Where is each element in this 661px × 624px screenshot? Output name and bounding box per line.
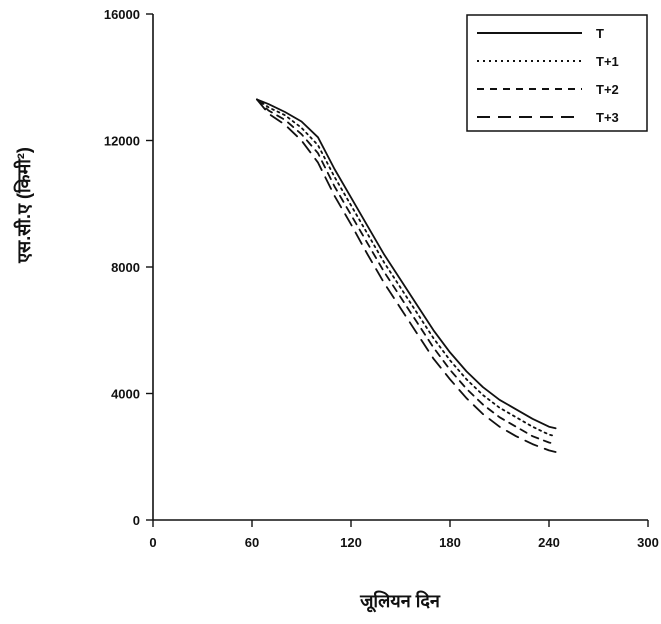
- y-ticks: 0 4000 8000 12000 16000: [104, 7, 153, 528]
- series-lines: [255, 98, 557, 453]
- x-tick-label: 300: [637, 535, 659, 550]
- series-line-1: [255, 98, 557, 438]
- legend-label-3: T+3: [596, 110, 619, 125]
- x-tick-label: 60: [245, 535, 259, 550]
- y-tick-label: 12000: [104, 134, 140, 149]
- x-tick-label: 0: [149, 535, 156, 550]
- x-tick-label: 180: [439, 535, 461, 550]
- x-axis-title: जूलियन दिन: [359, 590, 441, 613]
- x-tick-label: 240: [538, 535, 560, 550]
- series-line-0: [255, 98, 557, 430]
- y-axis-title: एस.सी.ए (किमी²): [13, 147, 34, 264]
- series-line-3: [255, 98, 557, 453]
- x-ticks: 0 60 120 180 240 300: [149, 520, 659, 550]
- legend-label-1: T+1: [596, 54, 619, 69]
- legend-box: [466, 14, 648, 132]
- y-tick-label: 4000: [111, 387, 140, 402]
- series-line-2: [255, 98, 557, 446]
- y-tick-label: 0: [133, 513, 140, 528]
- y-tick-label: 16000: [104, 7, 140, 22]
- legend-label-0: T: [596, 26, 604, 41]
- y-tick-label: 8000: [111, 260, 140, 275]
- legend: T T+1 T+2 T+3: [466, 14, 648, 132]
- legend-label-2: T+2: [596, 82, 619, 97]
- x-tick-label: 120: [340, 535, 362, 550]
